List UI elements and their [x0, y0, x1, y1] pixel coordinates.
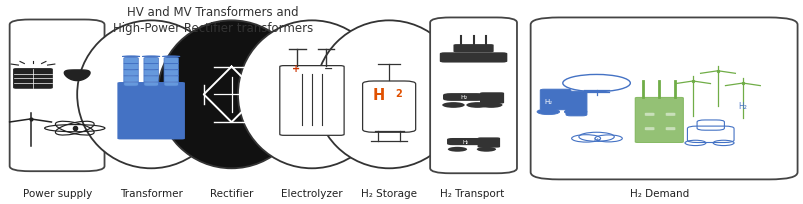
Ellipse shape — [164, 70, 178, 71]
FancyBboxPatch shape — [164, 58, 178, 87]
Text: H₂ Storage: H₂ Storage — [361, 188, 417, 198]
Text: H₂: H₂ — [462, 139, 468, 144]
Ellipse shape — [144, 82, 158, 83]
Ellipse shape — [144, 76, 158, 77]
Text: H₂: H₂ — [544, 99, 552, 105]
FancyBboxPatch shape — [665, 128, 675, 131]
Text: Transformer: Transformer — [120, 188, 182, 198]
Text: Rectifier: Rectifier — [210, 188, 253, 198]
Text: +: + — [291, 63, 300, 73]
FancyBboxPatch shape — [124, 58, 138, 87]
FancyBboxPatch shape — [10, 20, 104, 171]
Ellipse shape — [162, 57, 180, 58]
Circle shape — [466, 103, 488, 108]
Circle shape — [564, 109, 586, 115]
Text: −: − — [323, 63, 332, 73]
Ellipse shape — [142, 57, 160, 58]
Circle shape — [447, 147, 467, 152]
FancyBboxPatch shape — [117, 83, 185, 140]
Ellipse shape — [124, 76, 138, 77]
FancyBboxPatch shape — [144, 58, 158, 87]
Ellipse shape — [238, 21, 385, 169]
FancyBboxPatch shape — [634, 98, 683, 143]
Ellipse shape — [122, 57, 140, 58]
Text: Power supply: Power supply — [23, 188, 92, 198]
FancyBboxPatch shape — [279, 66, 344, 136]
FancyBboxPatch shape — [446, 138, 482, 145]
Ellipse shape — [124, 70, 138, 71]
Ellipse shape — [164, 76, 178, 77]
Text: 2: 2 — [394, 89, 401, 99]
FancyBboxPatch shape — [14, 69, 52, 89]
FancyBboxPatch shape — [530, 18, 797, 180]
Ellipse shape — [315, 21, 463, 169]
Text: H₂ Transport: H₂ Transport — [439, 188, 503, 198]
Circle shape — [536, 109, 559, 115]
Ellipse shape — [144, 70, 158, 71]
Text: HV and MV Transformers and
High-Power Rectifier transformers: HV and MV Transformers and High-Power Re… — [112, 6, 313, 35]
FancyBboxPatch shape — [430, 18, 516, 173]
FancyBboxPatch shape — [442, 94, 484, 101]
FancyBboxPatch shape — [439, 53, 507, 63]
FancyBboxPatch shape — [362, 82, 415, 133]
Text: H₂ Demand: H₂ Demand — [629, 188, 688, 198]
Ellipse shape — [157, 21, 305, 169]
FancyBboxPatch shape — [453, 45, 493, 53]
Ellipse shape — [77, 21, 225, 169]
FancyBboxPatch shape — [644, 113, 654, 116]
FancyBboxPatch shape — [540, 90, 570, 110]
Ellipse shape — [164, 82, 178, 83]
Text: H₂: H₂ — [592, 137, 600, 142]
FancyBboxPatch shape — [479, 93, 503, 104]
Text: H₂: H₂ — [737, 102, 747, 111]
Circle shape — [479, 103, 502, 108]
Ellipse shape — [124, 82, 138, 83]
FancyBboxPatch shape — [565, 92, 586, 116]
FancyBboxPatch shape — [665, 113, 675, 116]
Circle shape — [442, 103, 464, 108]
FancyBboxPatch shape — [477, 138, 499, 148]
Text: Electrolyzer: Electrolyzer — [281, 188, 342, 198]
Circle shape — [476, 147, 495, 152]
Polygon shape — [64, 71, 90, 81]
Text: H₂: H₂ — [459, 95, 467, 100]
Text: H: H — [373, 87, 385, 102]
FancyBboxPatch shape — [644, 128, 654, 131]
